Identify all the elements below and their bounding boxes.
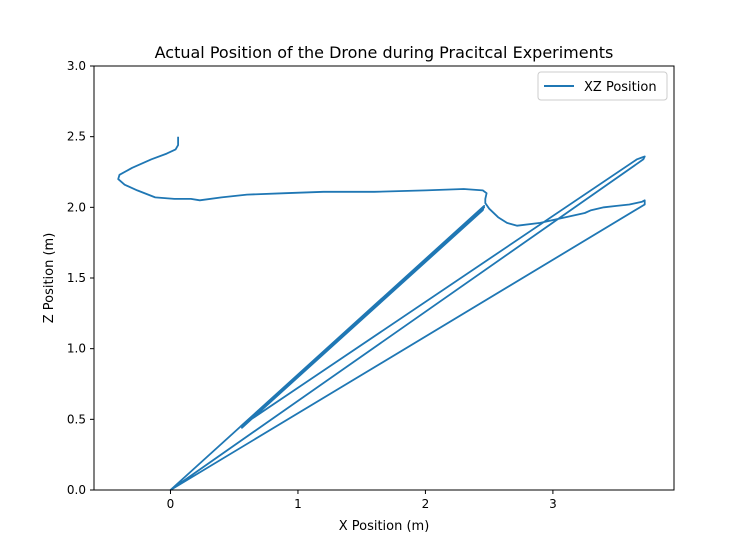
legend-label: XZ Position xyxy=(584,80,657,95)
y-tick-label: 0.5 xyxy=(67,412,86,426)
chart-title: Actual Position of the Drone during Prac… xyxy=(155,43,614,62)
y-axis-label: Z Position (m) xyxy=(42,233,57,324)
x-tick-label: 3 xyxy=(549,497,557,511)
y-tick-label: 0.0 xyxy=(67,483,86,497)
series-line-0 xyxy=(117,136,646,491)
x-axis-label: X Position (m) xyxy=(339,519,430,534)
x-tick-label: 0 xyxy=(167,497,175,511)
y-axis-ticks: 0.0 0.5 1.0 1.5 2.0 2.5 3.0 xyxy=(67,59,94,497)
x-axis-ticks: 0 1 2 3 xyxy=(167,490,557,511)
y-tick-label: 1.0 xyxy=(67,342,86,356)
plot-frame xyxy=(93,65,675,491)
legend: XZ Position xyxy=(537,71,668,101)
x-tick-label: 2 xyxy=(422,497,430,511)
series-layer xyxy=(117,136,646,491)
y-tick-label: 2.0 xyxy=(67,200,86,214)
x-tick-label: 1 xyxy=(294,497,302,511)
y-tick-label: 2.5 xyxy=(67,130,86,144)
legend-box xyxy=(537,71,668,101)
plot-area xyxy=(94,66,674,490)
y-tick-label: 1.5 xyxy=(67,271,86,285)
y-tick-label: 3.0 xyxy=(67,59,86,73)
